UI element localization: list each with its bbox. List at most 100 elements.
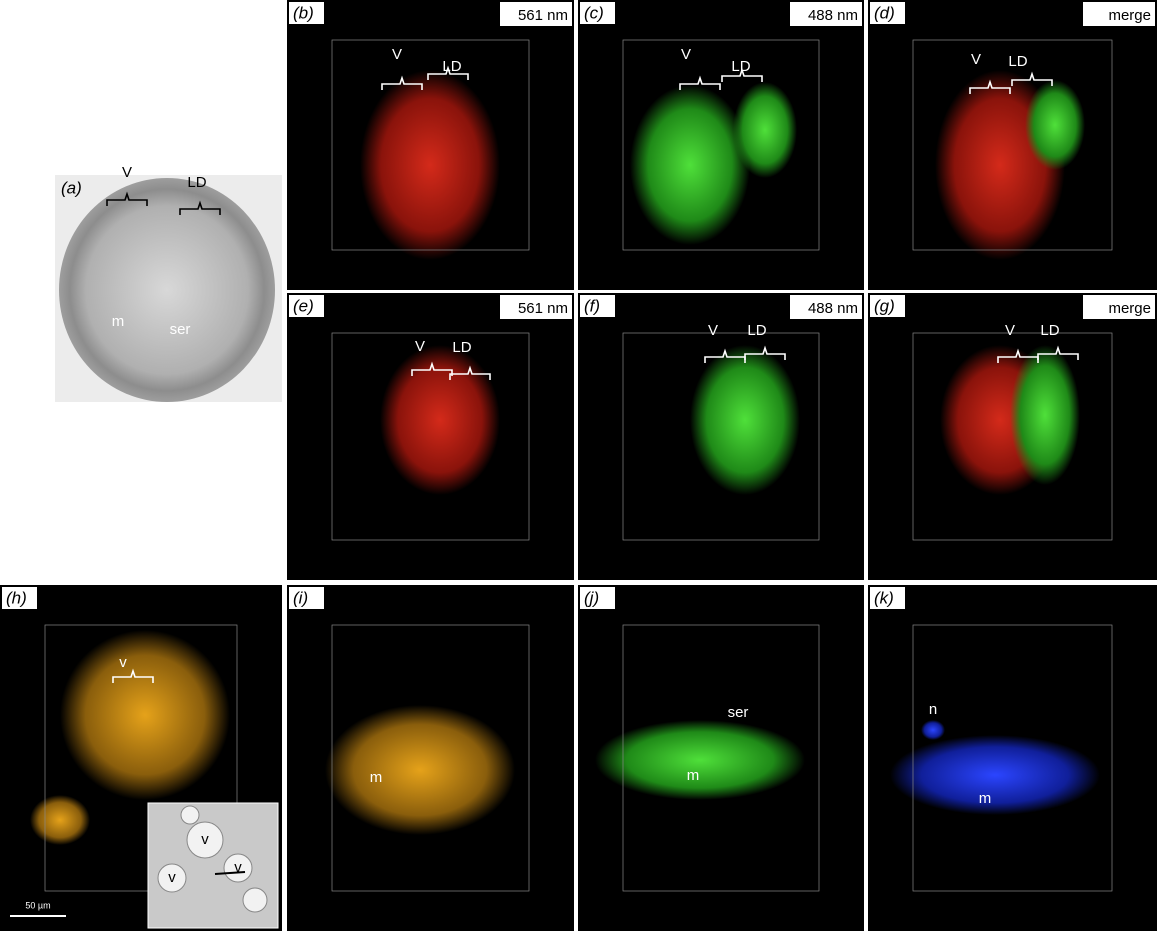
caption-box (790, 295, 862, 319)
panel-label: (b) (293, 3, 314, 22)
panel-label: (g) (874, 296, 895, 315)
render-box (331, 624, 530, 892)
render-box (622, 332, 820, 541)
bracket (381, 75, 423, 90)
caption-box (1083, 295, 1155, 319)
annotation: LD (187, 174, 206, 191)
annotation: LD (731, 58, 750, 75)
annotation: LD (442, 58, 461, 75)
annotation: V (415, 338, 425, 355)
render-box (331, 39, 530, 251)
label-box (870, 587, 905, 609)
vacuole (242, 887, 268, 913)
panel-label: (i) (293, 588, 308, 607)
panel-label: (k) (874, 588, 894, 607)
panel: (k) n m (868, 585, 1157, 931)
panel: (g) merge V LD (868, 293, 1157, 580)
bracket (449, 365, 491, 380)
caption-box (500, 295, 572, 319)
annotation: ser (728, 704, 749, 721)
bracket (679, 75, 721, 90)
wavelength-caption: 488 nm (808, 300, 858, 317)
annotation: V (681, 46, 691, 63)
annotation: V (122, 164, 132, 181)
specimen (1010, 345, 1080, 485)
bracket (179, 200, 221, 215)
annotation: ser (170, 321, 191, 338)
vacuole (157, 863, 187, 893)
arrow (214, 871, 246, 875)
specimen (1025, 80, 1085, 170)
panel: (a) V LD m ser (55, 164, 282, 402)
annotation: n (929, 701, 937, 718)
annotation: V (971, 51, 981, 68)
specimen (325, 705, 515, 835)
vacuole (180, 805, 200, 825)
render-box (622, 624, 820, 892)
bracket (744, 345, 786, 360)
bracket (112, 668, 154, 683)
annotation: m (370, 769, 383, 786)
annotation: V (392, 46, 402, 63)
panel: (j) ser m (578, 585, 864, 931)
specimen (380, 345, 500, 495)
specimen (59, 178, 275, 402)
specimen (360, 70, 500, 260)
label-box (289, 587, 324, 609)
scale-bar-label: 50 µm (25, 900, 50, 910)
panel: (f) 488 nm V LD (578, 293, 864, 580)
bracket (969, 79, 1011, 94)
bracket (721, 67, 763, 82)
render-box (912, 39, 1113, 251)
bracket (1037, 345, 1079, 360)
render-box (331, 332, 530, 541)
label-box (289, 295, 324, 317)
bracket (106, 191, 148, 206)
panel-label: (h) (6, 588, 27, 607)
panel-label: (j) (584, 588, 599, 607)
label-box (580, 587, 615, 609)
wavelength-caption: 561 nm (518, 7, 568, 24)
panel: (c) 488 nm V LD (578, 0, 864, 290)
label-box (580, 295, 615, 317)
annotation: LD (1040, 322, 1059, 339)
panel: (d) merge V LD (868, 0, 1157, 290)
vacuole (223, 853, 253, 883)
wavelength-caption: 488 nm (808, 7, 858, 24)
annotation: v (119, 654, 127, 671)
annotation: v (201, 831, 209, 848)
render-box (44, 624, 238, 892)
annotation: LD (747, 322, 766, 339)
wavelength-caption: merge (1108, 300, 1151, 317)
panel: (h) v v v v 50 µm (0, 585, 282, 931)
annotation: m (112, 313, 125, 330)
render-box (912, 332, 1113, 541)
panel: (b) 561 nm V LD (287, 0, 574, 290)
label-box (2, 587, 37, 609)
specimen (890, 735, 1100, 815)
label-box (870, 295, 905, 317)
panel-label: (d) (874, 3, 895, 22)
panel-label: (e) (293, 296, 314, 315)
annotation: LD (1008, 53, 1027, 70)
panel-label: (a) (61, 178, 82, 197)
render-box (912, 624, 1113, 892)
caption-box (500, 2, 572, 26)
annotation: m (687, 767, 700, 784)
annotation: V (708, 322, 718, 339)
specimen (630, 85, 750, 245)
bracket (1011, 71, 1053, 86)
label-box (580, 2, 615, 24)
vacuole (186, 821, 224, 859)
annotation: V (1005, 322, 1015, 339)
specimen (690, 345, 800, 495)
annotation: m (979, 790, 992, 807)
panel-label: (f) (584, 296, 600, 315)
annotation: v (234, 859, 242, 876)
caption-box (1083, 2, 1155, 26)
wavelength-caption: merge (1108, 7, 1151, 24)
panel: (i) m (287, 585, 574, 931)
panel: (e) 561 nm V LD (287, 293, 574, 580)
